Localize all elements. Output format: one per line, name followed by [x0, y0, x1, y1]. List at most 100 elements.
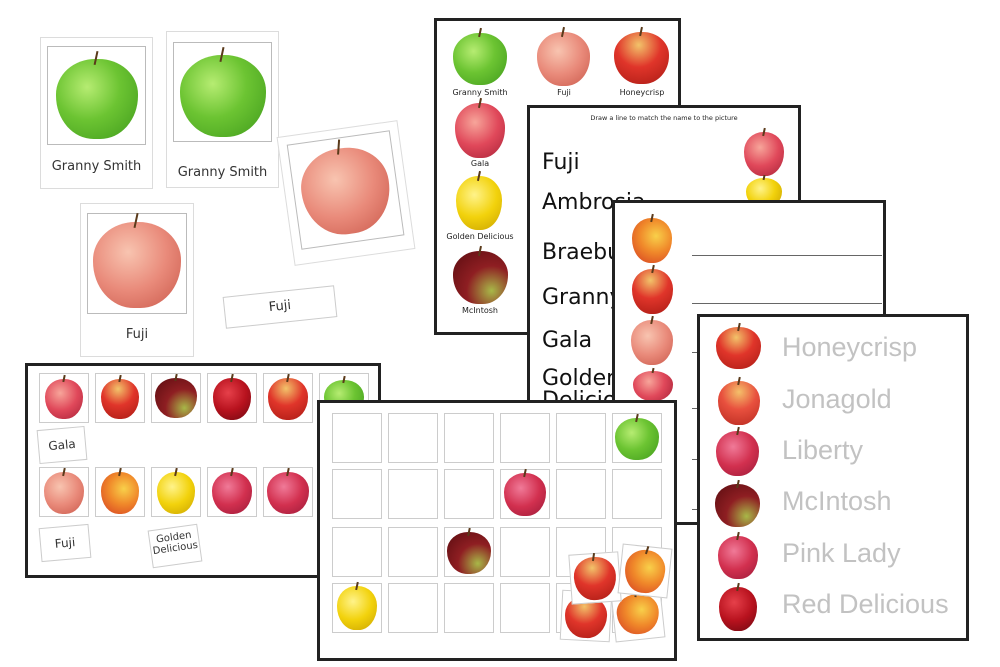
match-name: Granny	[542, 285, 623, 310]
apple-image	[267, 472, 309, 514]
apple-image	[632, 269, 673, 314]
apple-red-delicious-image	[213, 378, 251, 420]
apple-image	[101, 472, 139, 514]
traceable-name: Honeycrisp	[782, 332, 918, 362]
grid-cell	[500, 413, 550, 463]
traceable-name: Red Delicious	[782, 589, 949, 619]
grid-cell	[388, 469, 438, 519]
apple-golden-delicious-image	[456, 176, 502, 230]
card-image-box	[47, 46, 146, 145]
grid-cell	[556, 413, 606, 463]
writing-line	[692, 459, 700, 460]
apple-granny-smith-image	[180, 55, 266, 137]
grid-cell	[612, 469, 662, 519]
apple-pink-lady-image	[718, 536, 758, 579]
apple-granny-smith-image	[453, 33, 507, 85]
loose-apple-card[interactable]	[568, 551, 622, 605]
apple-honeycrisp-image	[614, 32, 669, 84]
apple-granny-smith-image	[56, 59, 138, 139]
grid-cell	[388, 583, 438, 633]
grid-cell	[444, 583, 494, 633]
apple-fuji-image	[296, 142, 396, 240]
label-card-fuji: Fuji	[38, 523, 92, 563]
apple-cell	[263, 467, 313, 517]
grid-cell	[612, 413, 662, 463]
apple-jonagold-image	[718, 381, 760, 425]
apple-red-delicious-image	[719, 587, 757, 631]
writing-line	[692, 408, 700, 409]
apple-image	[614, 591, 661, 637]
apple-image	[622, 548, 668, 595]
apple-golden-delicious-image	[157, 472, 195, 514]
grid-cell	[388, 413, 438, 463]
apple-cell	[39, 467, 89, 517]
card-label: Fuji	[125, 327, 149, 342]
grid-cell	[500, 469, 550, 519]
match-name: Fuji	[542, 150, 580, 175]
writing-line	[692, 352, 700, 353]
grid-cell	[388, 527, 438, 577]
apple-cell	[39, 373, 89, 423]
grid-cell	[444, 527, 494, 577]
card-label: Granny Smith	[177, 165, 268, 180]
match-name: Gala	[542, 328, 593, 353]
grid-cell	[332, 469, 382, 519]
grid-cell	[500, 583, 550, 633]
label-card-fuji: Fuji	[222, 285, 338, 329]
card-image-box	[173, 42, 272, 142]
grid-cell	[556, 469, 606, 519]
item-label: Fuji	[557, 88, 571, 97]
apple-honeycrisp-image	[716, 327, 761, 369]
grid-cell	[332, 527, 382, 577]
apple-gala-image	[744, 132, 784, 176]
apple-cell	[263, 373, 313, 423]
apple-image	[268, 378, 308, 420]
apple-image	[632, 218, 672, 263]
grid-cell	[444, 413, 494, 463]
card-label: Granny Smith	[51, 159, 142, 174]
item-label: Gala	[470, 159, 490, 168]
grid-cell	[444, 469, 494, 519]
apple-fuji-image	[44, 472, 84, 514]
apple-mcintosh-image	[715, 484, 760, 527]
apple-cell	[151, 467, 201, 517]
apple-image	[631, 320, 673, 365]
apple-mcintosh-image	[155, 378, 197, 418]
apple-fuji-image	[537, 32, 590, 86]
writing-line	[692, 303, 882, 304]
apple-mcintosh-image	[453, 251, 508, 304]
grid-cell	[332, 583, 382, 633]
item-label: Granny Smith	[452, 88, 508, 97]
item-label: Honeycrisp	[619, 88, 665, 97]
apple-cell	[95, 373, 145, 423]
apple-image	[572, 555, 618, 602]
three-part-card-granny-smith: Granny Smith	[166, 31, 279, 188]
grid-cell	[500, 527, 550, 577]
grid-cell	[332, 413, 382, 463]
item-label: McIntosh	[462, 306, 498, 315]
traceable-name: Jonagold	[782, 384, 892, 414]
traceable-name: McIntosh	[782, 486, 892, 516]
writing-line	[692, 509, 700, 510]
apple-golden-delicious-image	[337, 586, 377, 630]
card-image-box	[286, 130, 405, 250]
apple-fuji-image	[93, 222, 181, 308]
apple-cell	[207, 373, 257, 423]
apple-image	[504, 473, 546, 516]
tracing-worksheet: Honeycrisp Jonagold Liberty McIntosh Pin…	[697, 314, 969, 641]
apple-mcintosh-image	[447, 532, 491, 574]
label-card-gala: Gala	[36, 425, 88, 465]
apple-image	[633, 371, 673, 401]
apple-cell	[95, 467, 145, 517]
three-part-card-granny-smith: Granny Smith	[40, 37, 153, 189]
label-card-golden-delicious: Golden Delicious	[147, 523, 203, 569]
apple-gala-image	[455, 103, 505, 158]
loose-apple-card[interactable]	[617, 543, 673, 599]
apple-image	[212, 472, 252, 514]
card-image-box	[87, 213, 187, 314]
apple-liberty-image	[716, 431, 759, 476]
writing-line	[692, 255, 882, 256]
instruction-text: Draw a line to match the name to the pic…	[590, 114, 738, 122]
traceable-name: Liberty	[782, 435, 864, 465]
apple-image	[101, 379, 139, 419]
